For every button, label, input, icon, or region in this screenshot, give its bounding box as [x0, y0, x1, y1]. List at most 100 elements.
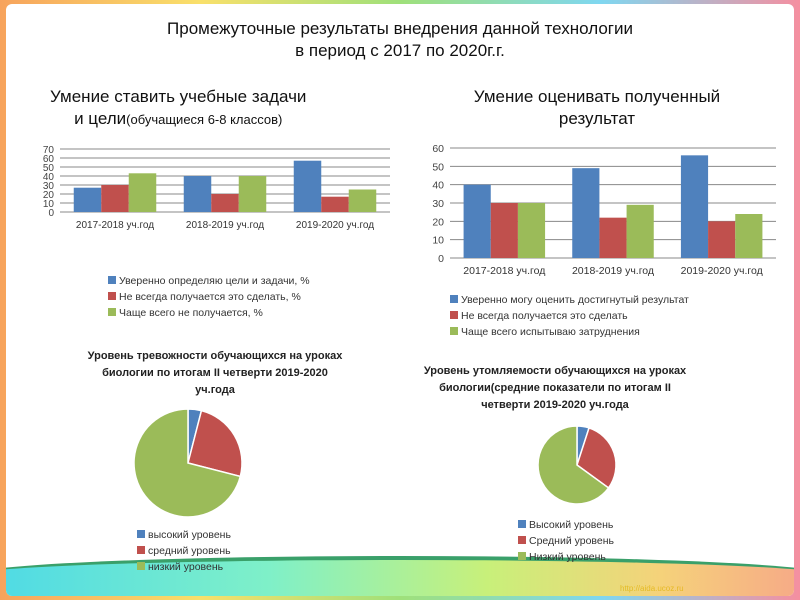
title-line-2: в период с 2017 по 2020г.г.	[295, 41, 505, 60]
slide	[6, 4, 794, 596]
legend-swatch	[518, 536, 526, 544]
legend-label: высокий уровень	[148, 529, 231, 541]
y-tick-label: 40	[432, 180, 444, 192]
left-chart-heading: Умение ставить учебные задачи и цели(обу…	[50, 86, 306, 131]
x-tick-label: 2019-2020 уч.год	[296, 220, 374, 231]
pie2-title-line: биологии(средние показатели по итогам II	[439, 382, 671, 394]
heading-note: (обучащиеся 6-8 классов)	[126, 112, 283, 127]
bar	[735, 214, 763, 258]
heading-line-2: результат	[558, 109, 636, 128]
y-tick-label: 50	[432, 161, 444, 173]
legend-item: средний уровень	[137, 543, 231, 559]
right-chart-heading: Умение оценивать полученный результат	[440, 86, 754, 130]
y-tick-label: 50	[43, 163, 55, 174]
legend-item: Не всегда получается это сделать	[450, 308, 689, 324]
pie-slice	[537, 425, 610, 505]
y-tick-label: 0	[48, 208, 54, 219]
legend-item: Не всегда получается это сделать, %	[108, 289, 310, 305]
pie1-title-line: уч.года	[195, 384, 235, 396]
y-tick-label: 10	[432, 235, 444, 247]
legend-swatch	[518, 520, 526, 528]
pie2-title-line: Уровень утомляемости обучающихся на урок…	[423, 365, 687, 377]
bar1-legend: Уверенно определяю цели и задачи, % Не в…	[108, 273, 310, 321]
bar	[293, 160, 322, 212]
y-tick-label: 60	[432, 143, 444, 155]
pie1-title: Уровень тревожности обучающихся на урока…	[80, 348, 350, 399]
heading-line-1: Умение оценивать полученный	[473, 87, 721, 106]
bar	[73, 187, 102, 212]
x-tick-label: 2017-2018 уч.год	[463, 265, 545, 277]
y-tick-label: 70	[43, 145, 55, 156]
legend-swatch	[450, 295, 458, 303]
legend-label: низкий уровень	[148, 561, 224, 573]
pie-slice	[187, 409, 243, 478]
heading-line-1: Умение ставить учебные задачи	[50, 87, 307, 106]
legend-label: Не всегда получается это сделать, %	[119, 291, 301, 303]
legend-label: Уверенно могу оценить достигнутый резуль…	[461, 294, 689, 306]
legend-swatch	[137, 530, 145, 538]
legend-label: Высокий уровень	[529, 519, 614, 531]
bar	[463, 184, 491, 258]
legend-item: Высокий уровень	[518, 517, 614, 533]
pie2-title: Уровень утомляемости обучающихся на урок…	[420, 363, 690, 414]
x-tick-label: 2017-2018 уч.год	[76, 220, 154, 231]
y-tick-label: 0	[438, 253, 444, 265]
legend-swatch	[108, 308, 116, 316]
pie1-title-line: Уровень тревожности обучающихся на урока…	[87, 350, 343, 362]
legend-swatch	[450, 311, 458, 319]
bar	[708, 221, 736, 258]
legend-swatch	[108, 276, 116, 284]
legend-swatch	[137, 546, 145, 554]
legend-label: Средний уровень	[529, 535, 614, 547]
legend-label: Уверенно определяю цели и задачи, %	[119, 275, 310, 287]
y-tick-label: 60	[43, 154, 55, 165]
legend-label: Чаще всего испытываю затруднения	[461, 326, 640, 338]
legend-item: Низкий уровень	[518, 549, 614, 565]
slide-title: Промежуточные результаты внедрения данно…	[0, 18, 800, 62]
bar	[626, 204, 654, 258]
y-tick-label: 40	[43, 172, 55, 183]
pie-slice	[133, 408, 242, 518]
y-tick-label: 30	[432, 198, 444, 210]
bar	[517, 203, 546, 258]
y-tick-label: 20	[432, 216, 444, 228]
legend-item: Средний уровень	[518, 533, 614, 549]
x-tick-label: 2018-2019 уч.год	[572, 265, 654, 277]
y-tick-label: 30	[43, 181, 55, 192]
bar2-legend: Уверенно могу оценить достигнутый резуль…	[450, 292, 689, 340]
pie1-legend: высокий уровень средний уровень низкий у…	[137, 527, 231, 575]
pie-slice	[576, 426, 617, 489]
y-tick-label: 10	[43, 199, 55, 210]
bar	[101, 185, 129, 212]
bar	[321, 196, 349, 212]
x-tick-label: 2019-2020 уч.год	[681, 265, 763, 277]
bar	[490, 203, 518, 258]
pie2-title-line: четверти 2019-2020 уч.года	[481, 399, 629, 411]
legend-item: Чаще всего не получается, %	[108, 305, 310, 321]
watermark: http://aida.ucoz.ru	[620, 584, 684, 593]
title-line-1: Промежуточные результаты внедрения данно…	[167, 19, 633, 38]
legend-item: Чаще всего испытываю затруднения	[450, 324, 689, 340]
legend-swatch	[450, 327, 458, 335]
bar	[211, 194, 239, 212]
legend-label: Низкий уровень	[529, 551, 606, 563]
pie1-title-line: биологии по итогам II четверти 2019-2020	[102, 367, 328, 379]
bar	[183, 176, 212, 212]
legend-item: низкий уровень	[137, 559, 231, 575]
pie2-legend: Высокий уровень Средний уровень Низкий у…	[518, 517, 614, 565]
heading-line-2: и цели	[74, 109, 127, 128]
bar	[128, 173, 157, 212]
x-tick-label: 2018-2019 уч.год	[186, 220, 264, 231]
legend-swatch	[518, 552, 526, 560]
legend-swatch	[137, 562, 145, 570]
bar	[572, 168, 600, 258]
legend-item: Уверенно определяю цели и задачи, %	[108, 273, 310, 289]
legend-label: Чаще всего не получается, %	[119, 307, 263, 319]
legend-item: Уверенно могу оценить достигнутый резуль…	[450, 292, 689, 308]
bar	[680, 155, 709, 258]
legend-swatch	[108, 292, 116, 300]
legend-label: средний уровень	[148, 545, 231, 557]
legend-label: Не всегда получается это сделать	[461, 310, 628, 322]
bar	[238, 176, 267, 212]
